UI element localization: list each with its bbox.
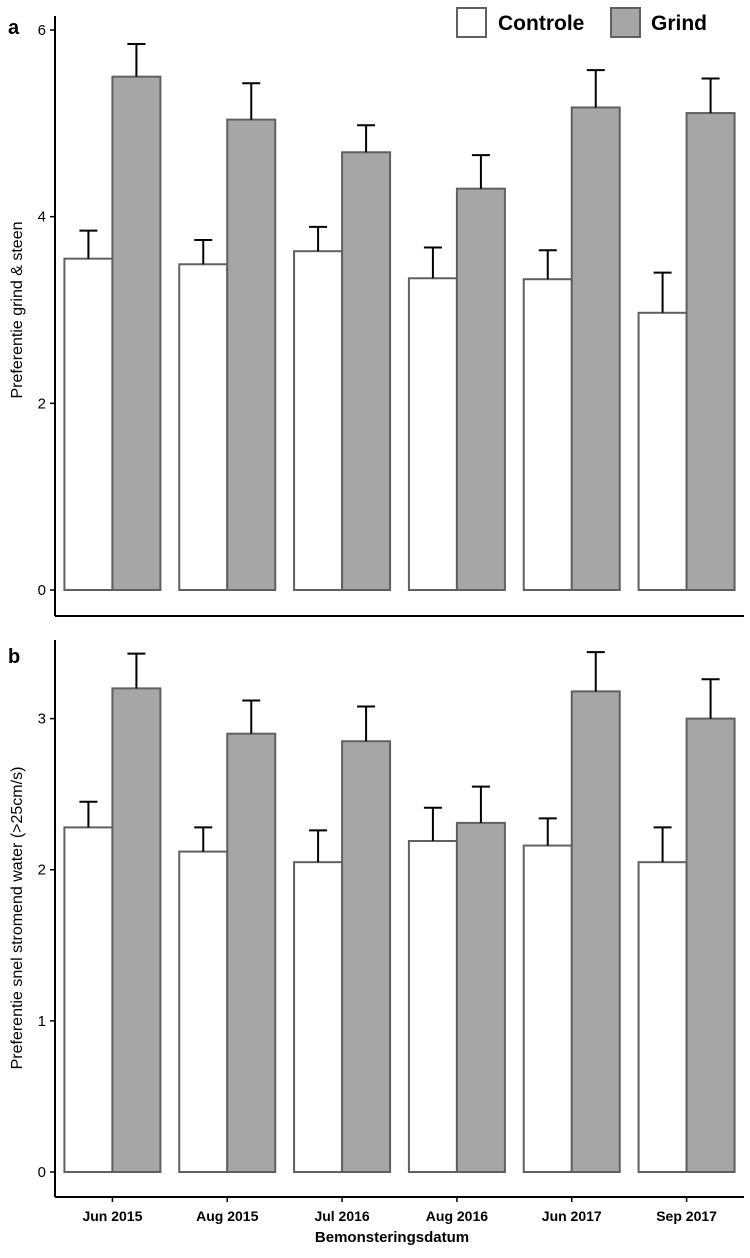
- panel-a-y-tick-label: 4: [38, 209, 46, 226]
- x-category-label: Aug 2015: [196, 1208, 258, 1224]
- panel-a-bar-controle: [178, 263, 229, 591]
- panel-b-bar-controle: [407, 840, 458, 1173]
- panel-a-y-ticks: 0 2 4 6: [38, 22, 55, 599]
- panel-a-error-bars: [79, 43, 720, 313]
- panel-b-label: b: [8, 646, 20, 668]
- panel-b-bars: [63, 687, 736, 1174]
- panel-a-bar-controle: [407, 277, 458, 591]
- panel-a-bars: [63, 75, 736, 592]
- panel-b-bar-controle: [63, 826, 114, 1174]
- x-category-labels: Jun 2015 Aug 2015 Jul 2016 Aug 2016 Jun 2017…: [82, 1197, 717, 1224]
- legend-label-grind: Grind: [651, 12, 707, 35]
- x-category-label: Aug 2016: [426, 1208, 488, 1224]
- panel-a-bar-grind: [226, 118, 277, 591]
- x-axis-label: Bemonsteringsdatum: [315, 1229, 469, 1246]
- panel-a-bar-controle: [637, 311, 688, 591]
- panel-a-bar-grind: [685, 112, 736, 591]
- panel-b-y-ticks: 0 1 2 3: [38, 711, 55, 1181]
- panel-a-bar-grind: [570, 106, 621, 591]
- panel-b-error-bars: [79, 651, 720, 863]
- panel-b-bar-grind: [685, 717, 736, 1173]
- panel-a-bar-grind: [341, 151, 392, 591]
- panel-a-y-tick-label: 6: [38, 22, 46, 39]
- panel-a: a Preferentie grind & steen 0 2 4 6: [8, 16, 744, 617]
- panel-a-y-tick-label: 2: [38, 395, 46, 412]
- legend-swatch-grind: [610, 7, 641, 38]
- panel-b-bar-grind: [570, 690, 621, 1173]
- panel-b-y-tick-label: 3: [38, 711, 46, 728]
- panel-a-bar-grind: [111, 75, 162, 591]
- panel-a-bar-grind: [455, 187, 506, 592]
- panel-b-bar-grind: [455, 821, 506, 1173]
- panel-b: b Preferentie snel stromend water (>25cm…: [8, 640, 744, 1198]
- panel-b-bar-controle: [522, 844, 573, 1174]
- panel-b-bar-grind: [341, 740, 392, 1173]
- panel-b-bar-grind: [226, 732, 277, 1173]
- panel-a-label: a: [8, 17, 20, 39]
- panel-b-y-tick-label: 2: [38, 862, 46, 879]
- panel-a-bar-controle: [522, 278, 573, 591]
- x-category-label: Jun 2017: [542, 1208, 602, 1224]
- legend-label-controle: Controle: [498, 12, 584, 35]
- panel-b-bar-grind: [111, 687, 162, 1173]
- panel-b-bar-controle: [293, 861, 344, 1174]
- panel-b-y-tick-label: 1: [38, 1013, 46, 1030]
- panel-b-y-axis-label: Preferentie snel stromend water (>25cm/s…: [9, 767, 26, 1070]
- x-category-label: Sep 2017: [656, 1208, 717, 1224]
- panel-a-y-tick-label: 0: [38, 582, 46, 599]
- panel-a-bar-controle: [63, 257, 114, 591]
- panel-a-y-axis-label: Preferentie grind & steen: [9, 222, 26, 399]
- legend: Controle Grind: [456, 7, 707, 38]
- panel-b-bar-controle: [637, 861, 688, 1174]
- legend-swatch-controle: [456, 7, 487, 38]
- panel-a-bar-controle: [293, 250, 344, 591]
- x-category-label: Jun 2015: [82, 1208, 142, 1224]
- x-category-label: Jul 2016: [314, 1208, 369, 1224]
- panel-b-y-tick-label: 0: [38, 1164, 46, 1181]
- panel-b-bar-controle: [178, 850, 229, 1173]
